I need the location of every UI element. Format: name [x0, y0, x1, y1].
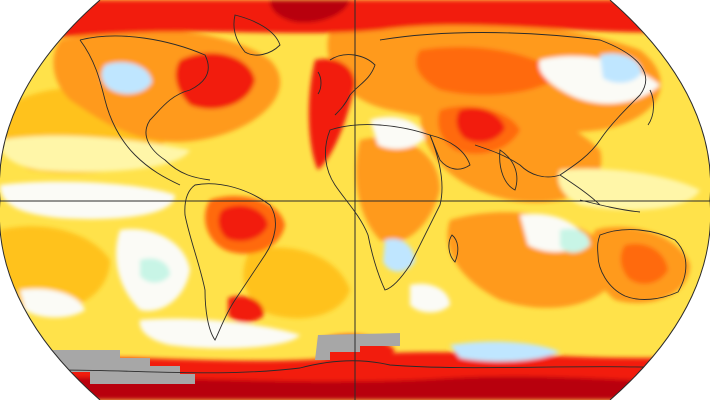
pale-region-southern-ocean [139, 318, 300, 349]
pale-region-equatorial-pacific [0, 181, 175, 220]
no-data-antarctica-peninsula [315, 333, 400, 360]
coastline-asia [379, 32, 646, 178]
cool-spot-eastern-pacific [140, 258, 170, 283]
pale-yellow-band-west [0, 135, 190, 172]
anomaly-region-africa [356, 137, 440, 243]
hotspot-brazil [218, 205, 268, 242]
coastline-antarctica [0, 360, 710, 374]
coastline-japan [647, 89, 654, 126]
cool-spot-antarctic-ross [450, 341, 560, 362]
coastline-arabia [429, 134, 471, 170]
coastline-madagascar [448, 234, 459, 263]
cool-spot-southwest-indian [560, 228, 590, 253]
coastline-greenland [233, 14, 281, 56]
arctic-core [270, 0, 350, 23]
coastline-north-america [79, 35, 211, 181]
hotspot-iran [456, 108, 505, 143]
coastline-australia [597, 229, 687, 300]
coastline-north-america-west [79, 39, 181, 186]
cool-spot-southern-africa [383, 238, 415, 272]
anomaly-region-south-atlantic [243, 247, 350, 319]
pale-region-far-south-pacific [20, 288, 85, 318]
coastline-south-america [184, 183, 276, 341]
anomaly-region-siberia [416, 46, 560, 95]
coastline-india [499, 149, 518, 191]
no-data-patches [40, 333, 400, 384]
coastline-europe [329, 54, 376, 116]
cool-spot-northwest-america [101, 62, 152, 94]
hotspot-greenland [175, 52, 255, 109]
hotspot-south-atlantic [228, 295, 265, 323]
anomaly-region-australia-core [620, 243, 668, 284]
pale-region-southern-africa [410, 283, 450, 313]
no-data-antarctica-west [40, 350, 195, 384]
coastlines [0, 14, 710, 374]
coastline-british-isles [317, 71, 322, 95]
cool-spot-east-asia [600, 53, 642, 83]
